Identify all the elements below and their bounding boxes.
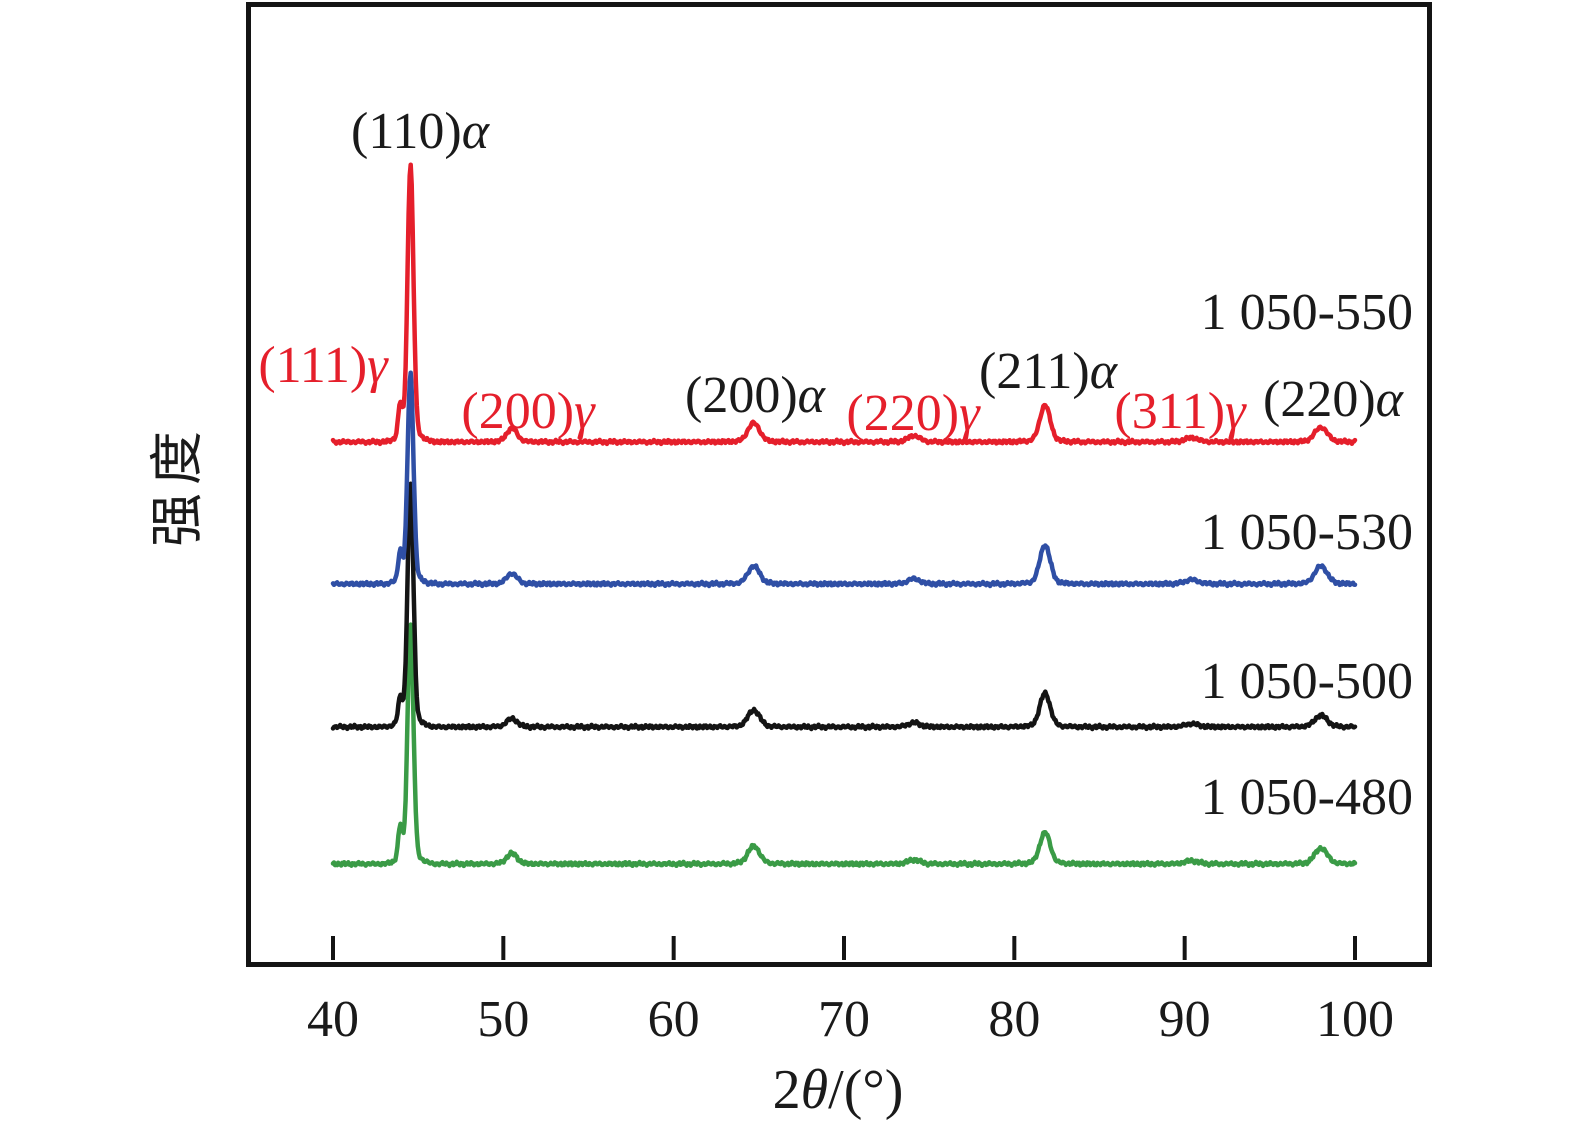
series-label-1050-530: 1 050-530 [1200,504,1413,561]
peak-label-indices: (220) [846,385,960,442]
peak-label-phase: α [797,367,825,424]
xrd-curve-1050-500 [330,481,1358,732]
peak-label-phase: α [1089,343,1117,400]
x-axis-label-units: /(°) [828,1059,904,1121]
peak-label-phase: α [1375,371,1403,428]
peak-label-(200)α: (200)α [685,368,825,424]
peak-label-phase: α [461,103,489,160]
series-label-1050-550: 1 050-550 [1200,284,1413,341]
peak-label-phase: γ [1225,383,1246,440]
series-label-1050-480: 1 050-480 [1200,769,1413,826]
peak-label-indices: (110) [351,103,462,160]
x-axis-label: 2θ/(°) [773,1058,904,1122]
x-tick-label: 70 [818,991,870,1048]
y-axis-label: 强度 [147,423,208,547]
peak-label-indices: (211) [979,343,1090,400]
peak-label-(110)α: (110)α [351,104,489,160]
peak-label-(211)α: (211)α [979,344,1117,400]
peak-label-(111)γ: (111)γ [258,338,387,394]
x-axis-label-number: 2 [772,1059,801,1121]
x-axis-label-theta: θ [800,1059,829,1121]
x-tick-label: 40 [307,991,359,1048]
peak-label-phase: γ [574,383,595,440]
peak-label-(311)γ: (311)γ [1114,384,1245,440]
x-tick-label: 60 [647,991,700,1048]
xrd-curve-1050-550 [330,162,1358,447]
peak-label-indices: (311) [1114,383,1226,440]
x-tick-label: 100 [1316,991,1394,1048]
peak-label-indices: (200) [461,383,575,440]
peak-label-(200)γ: (200)γ [461,384,594,440]
xrd-curve-1050-480 [330,622,1358,869]
x-tick-label: 80 [988,991,1041,1048]
x-tick-label: 50 [477,991,530,1048]
peak-label-indices: (111) [258,337,368,394]
peak-label-indices: (220) [1263,371,1376,428]
peak-label-phase: γ [959,385,980,442]
peak-label-indices: (200) [685,367,798,424]
peak-label-(220)α: (220)α [1263,372,1403,428]
xrd-curve-1050-530 [330,370,1358,589]
x-tick-label: 90 [1158,991,1211,1048]
peak-label-phase: γ [367,337,388,394]
plot-border [246,2,1432,967]
series-label-1050-500: 1 050-500 [1200,653,1413,710]
peak-label-(220)γ: (220)γ [846,386,979,442]
